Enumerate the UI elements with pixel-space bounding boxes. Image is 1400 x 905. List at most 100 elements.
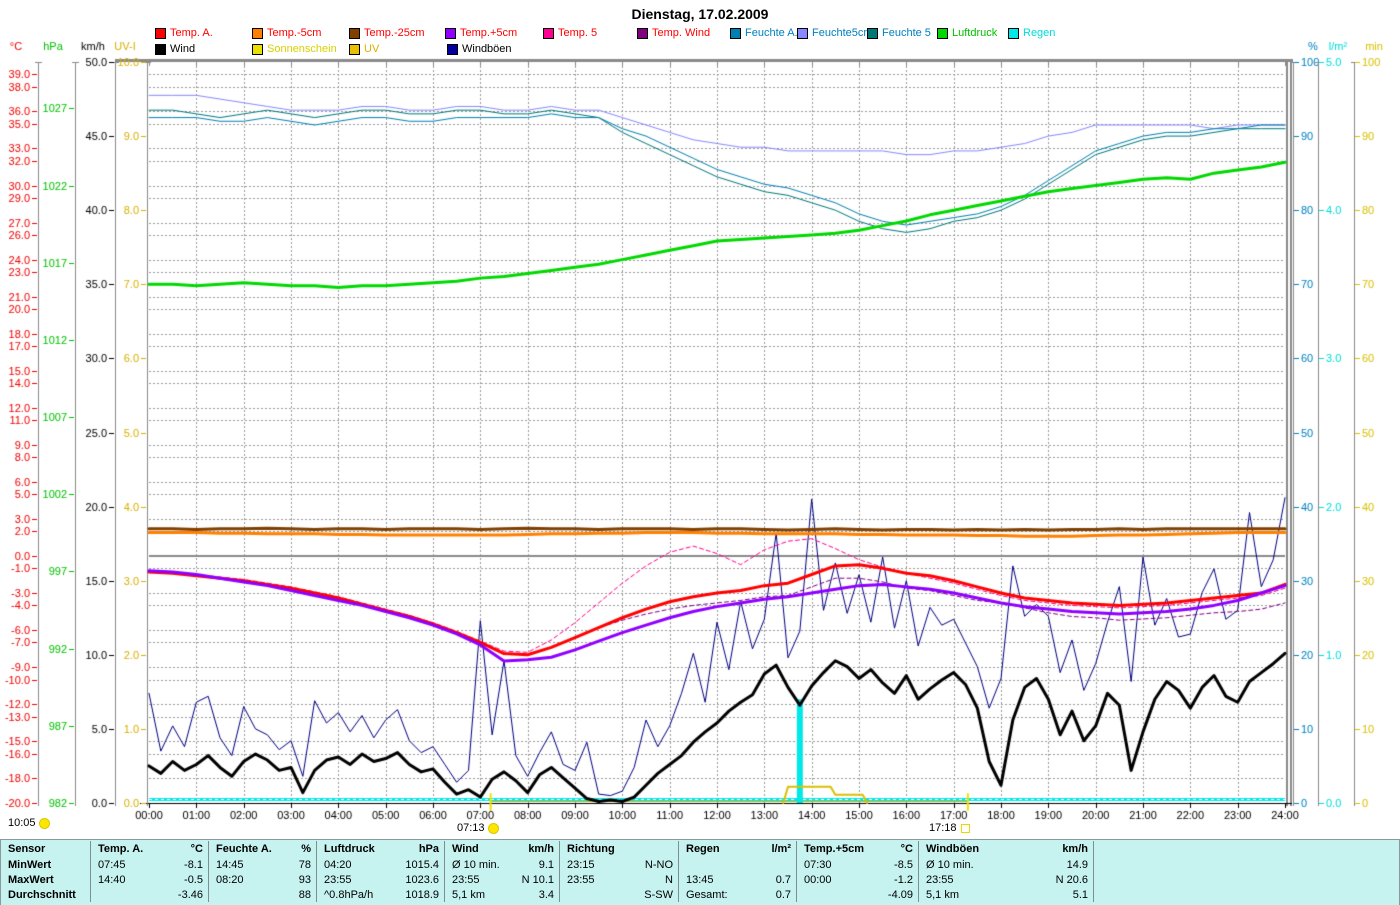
- legend-swatch-icon: [1008, 28, 1019, 39]
- table-cell-3-3-label: 5,1 km: [452, 889, 485, 901]
- table-cell-4-1-label: 23:15: [567, 859, 595, 871]
- legend-item-luftdruck: Luftdruck: [937, 27, 997, 39]
- table-cell-2-2-value: 1023.6: [405, 874, 439, 886]
- table-cell-2-3-label: ^0.8hPa/h: [324, 889, 373, 901]
- table-header-1-label: Feuchte A.: [216, 843, 272, 855]
- table-cell-0-2-label: 14:40: [98, 874, 126, 886]
- table-cell-5-3: Gesamt: 0.7: [678, 887, 796, 902]
- table-header-4-label: Richtung: [567, 843, 615, 855]
- table-row-label: Sensor: [1, 841, 90, 857]
- day-length-value: 10:05: [8, 817, 36, 829]
- table-header-1: Feuchte A.%: [208, 841, 316, 857]
- table-header-5: Regenl/m²: [678, 841, 796, 857]
- legend-swatch-icon: [155, 28, 166, 39]
- legend-label: Feuchte A.: [745, 27, 798, 39]
- table-header-3: Windkm/h: [444, 841, 559, 857]
- table-cell-7-1-label: Ø 10 min.: [926, 859, 974, 871]
- legend-label: Luftdruck: [952, 27, 997, 39]
- legend-item-temp-5cm: Temp.+5cm: [445, 27, 517, 39]
- table-cell-7-2: 23:55N 20.6: [918, 872, 1093, 887]
- table-cell-5-3-label: Gesamt:: [686, 889, 728, 901]
- table-cell-1-2-label: 08:20: [216, 874, 244, 886]
- sunset-time: 17:18: [929, 822, 957, 834]
- table-cell-1-1: 14:4578: [208, 857, 316, 872]
- table-header-6-value: °C: [901, 843, 913, 855]
- table-cell-1-2-value: 93: [299, 874, 311, 886]
- table-cell-3-1-value: 9.1: [539, 859, 554, 871]
- table-cell-7-2-value: N 20.6: [1056, 874, 1088, 886]
- table-cell-0-2: 14:40-0.5: [90, 872, 208, 887]
- legend-swatch-icon: [543, 28, 554, 39]
- legend-swatch-icon: [867, 28, 878, 39]
- table-cell-0-3-value: -3.46: [178, 889, 203, 901]
- table-cell-1-2: 08:20 93: [208, 872, 316, 887]
- table-empty-cell: [1093, 857, 1399, 872]
- table-cell-6-3: -4.09: [796, 887, 918, 902]
- table-cell-1-3: 88: [208, 887, 316, 902]
- table-cell-3-1-label: Ø 10 min.: [452, 859, 500, 871]
- table-header-4: Richtung: [559, 841, 678, 857]
- table-empty-cell: [1093, 887, 1399, 902]
- table-empty-cell: [1093, 841, 1399, 857]
- legend-label: Temp. A.: [170, 27, 213, 39]
- legend-label: Feuchte5cm: [812, 27, 873, 39]
- legend-swatch-icon: [155, 44, 166, 55]
- table-cell-5-2-value: 0.7: [776, 874, 791, 886]
- table-cell-2-1: 04:201015.4: [316, 857, 444, 872]
- legend-label: Temp. Wind: [652, 27, 710, 39]
- table-cell-3-2-label: 23:55: [452, 874, 480, 886]
- table-cell-7-3-value: 5.1: [1073, 889, 1088, 901]
- legend-swatch-icon: [252, 44, 263, 55]
- table-header-0-label: Temp. A.: [98, 843, 143, 855]
- table-cell-1-3-value: 88: [299, 889, 311, 901]
- table-cell-0-1: 07:45-8.1: [90, 857, 208, 872]
- table-cell-2-3: ^0.8hPa/h1018.9: [316, 887, 444, 902]
- weather-chart-canvas: [0, 0, 1400, 838]
- legend-item-feuchte-5: Feuchte 5: [867, 27, 931, 39]
- table-cell-4-3-value: S-SW: [644, 889, 673, 901]
- table-header-5-value: l/m²: [771, 843, 791, 855]
- legend-swatch-icon: [252, 28, 263, 39]
- legend-label: Windböen: [462, 43, 512, 55]
- table-cell-6-3-value: -4.09: [888, 889, 913, 901]
- table-cell-4-1-value: N-NO: [645, 859, 673, 871]
- table-cell-5-2-label: 13:45: [686, 874, 714, 886]
- weather-app-window: Dienstag, 17.02.2009 Temp. A. Temp.-5cm Te…: [0, 0, 1400, 905]
- legend-item-temp-5cm: Temp.-5cm: [252, 27, 321, 39]
- sun-icon: [39, 818, 50, 829]
- chart-title: Dienstag, 17.02.2009: [0, 6, 1400, 22]
- table-cell-6-2: 00:00-1.2: [796, 872, 918, 887]
- legend-item-wind: Wind: [155, 43, 195, 55]
- legend-label: Feuchte 5: [882, 27, 931, 39]
- legend-label: Temp.+5cm: [460, 27, 517, 39]
- table-row-label: MaxWert: [1, 872, 90, 887]
- table-header-3-label: Wind: [452, 843, 479, 855]
- table-cell-5-3-value: 0.7: [776, 889, 791, 901]
- table-cell-7-3: 5,1 km 5.1: [918, 887, 1093, 902]
- table-cell-6-2-value: -1.2: [894, 874, 913, 886]
- table-cell-3-3-value: 3.4: [539, 889, 554, 901]
- table-cell-4-2-label: 23:55: [567, 874, 595, 886]
- table-cell-6-1: 07:30 -8.5: [796, 857, 918, 872]
- table-cell-1-1-label: 14:45: [216, 859, 244, 871]
- stats-table: SensorTemp. A.°CFeuchte A.%LuftdruckhPaW…: [0, 839, 1400, 905]
- table-cell-0-1-label: 07:45: [98, 859, 126, 871]
- table-cell-3-1: Ø 10 min. 9.1: [444, 857, 559, 872]
- sunset-icon: [961, 824, 970, 833]
- table-row-label: Durchschnitt: [1, 887, 90, 902]
- legend-swatch-icon: [447, 44, 458, 55]
- legend-item-windb-en: Windböen: [447, 43, 512, 55]
- table-cell-7-3-label: 5,1 km: [926, 889, 959, 901]
- table-header-2: LuftdruckhPa: [316, 841, 444, 857]
- table-header-2-value: hPa: [419, 843, 439, 855]
- table-cell-6-1-label: 07:30: [804, 859, 832, 871]
- table-cell-3-3: 5,1 km 3.4: [444, 887, 559, 902]
- table-cell-2-2-label: 23:55: [324, 874, 352, 886]
- sunset-annotation: 17:18: [929, 822, 970, 834]
- table-cell-4-1: 23:15 N-NO: [559, 857, 678, 872]
- legend-swatch-icon: [730, 28, 741, 39]
- table-cell-6-1-value: -8.5: [894, 859, 913, 871]
- legend-label: UV: [364, 43, 379, 55]
- legend-swatch-icon: [937, 28, 948, 39]
- table-empty-cell: [1093, 872, 1399, 887]
